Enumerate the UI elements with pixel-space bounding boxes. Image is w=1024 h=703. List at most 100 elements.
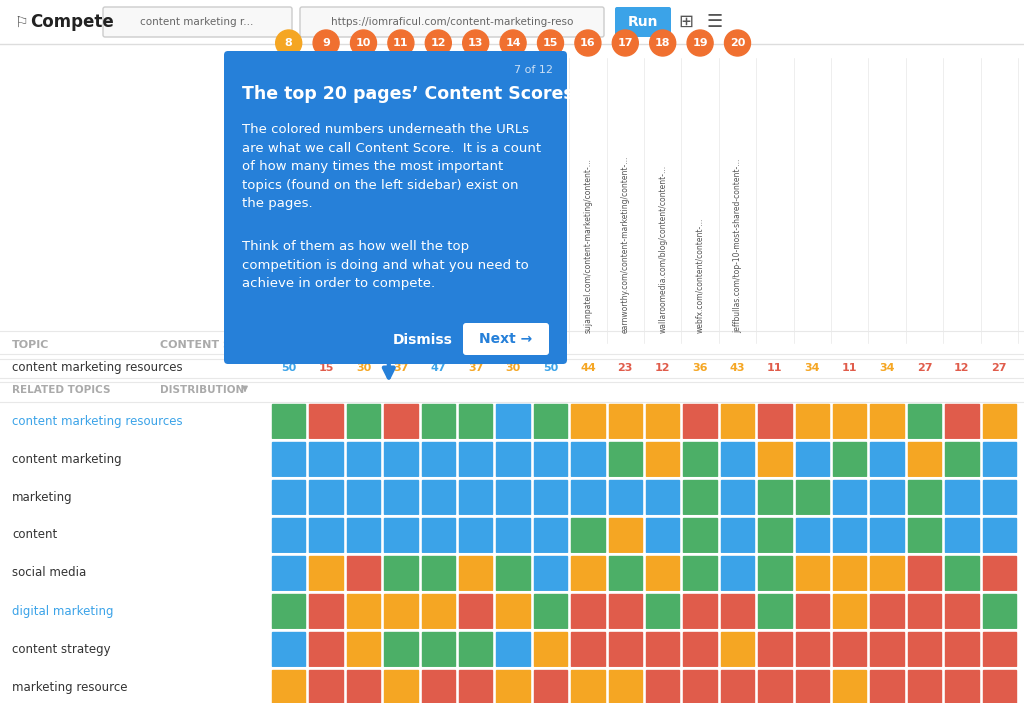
- Bar: [983, 480, 1016, 514]
- Text: TOPIC: TOPIC: [12, 340, 49, 350]
- Bar: [272, 480, 305, 514]
- Text: 44: 44: [580, 363, 596, 373]
- Text: content: content: [12, 529, 57, 541]
- Bar: [347, 670, 380, 703]
- Bar: [608, 404, 642, 438]
- Bar: [758, 518, 792, 552]
- Bar: [945, 442, 979, 476]
- Bar: [384, 442, 418, 476]
- Bar: [908, 442, 941, 476]
- Circle shape: [725, 30, 751, 56]
- Circle shape: [538, 30, 563, 56]
- Bar: [571, 404, 604, 438]
- Bar: [422, 404, 455, 438]
- Bar: [796, 518, 829, 552]
- Bar: [833, 518, 866, 552]
- Bar: [908, 632, 941, 666]
- Bar: [608, 670, 642, 703]
- Circle shape: [687, 30, 713, 56]
- Bar: [422, 594, 455, 628]
- Bar: [272, 518, 305, 552]
- Bar: [571, 480, 604, 514]
- Bar: [983, 632, 1016, 666]
- Text: The colored numbers underneath the URLs
are what we call Content Score.  It is a: The colored numbers underneath the URLs …: [242, 123, 541, 210]
- Circle shape: [313, 30, 339, 56]
- Text: earnworthy.com/content-marketing/content-...: earnworthy.com/content-marketing/content…: [621, 155, 630, 333]
- Bar: [833, 670, 866, 703]
- Bar: [870, 518, 904, 552]
- Bar: [347, 518, 380, 552]
- Bar: [683, 480, 717, 514]
- Bar: [983, 670, 1016, 703]
- Bar: [347, 556, 380, 590]
- Bar: [422, 632, 455, 666]
- Bar: [534, 480, 567, 514]
- Text: 13: 13: [468, 38, 483, 48]
- Bar: [384, 594, 418, 628]
- FancyBboxPatch shape: [463, 323, 549, 355]
- Text: 20: 20: [730, 38, 745, 48]
- Text: 16: 16: [580, 38, 596, 48]
- Bar: [459, 556, 493, 590]
- Text: 37: 37: [393, 363, 409, 373]
- Text: content marketing: content marketing: [12, 453, 122, 465]
- Bar: [646, 632, 679, 666]
- Bar: [796, 556, 829, 590]
- Bar: [870, 556, 904, 590]
- Bar: [758, 556, 792, 590]
- Bar: [870, 442, 904, 476]
- Circle shape: [350, 30, 377, 56]
- Text: DISTRIBUTION: DISTRIBUTION: [160, 385, 245, 395]
- Bar: [833, 594, 866, 628]
- Bar: [272, 594, 305, 628]
- Bar: [908, 518, 941, 552]
- Bar: [646, 670, 679, 703]
- Text: 11: 11: [842, 363, 857, 373]
- Bar: [422, 442, 455, 476]
- Bar: [796, 480, 829, 514]
- Text: 18: 18: [655, 38, 671, 48]
- Bar: [571, 670, 604, 703]
- Bar: [833, 404, 866, 438]
- Circle shape: [574, 30, 601, 56]
- Bar: [272, 442, 305, 476]
- Bar: [272, 404, 305, 438]
- Bar: [796, 442, 829, 476]
- Bar: [309, 556, 343, 590]
- Bar: [384, 480, 418, 514]
- Bar: [683, 442, 717, 476]
- Text: 23: 23: [617, 363, 633, 373]
- Bar: [721, 670, 755, 703]
- Text: ⚐: ⚐: [14, 15, 28, 30]
- Text: marketing resource: marketing resource: [12, 681, 128, 693]
- Bar: [721, 556, 755, 590]
- Text: 30: 30: [356, 363, 371, 373]
- Bar: [870, 594, 904, 628]
- Bar: [497, 556, 529, 590]
- Bar: [796, 670, 829, 703]
- Bar: [534, 556, 567, 590]
- Bar: [945, 518, 979, 552]
- Bar: [945, 632, 979, 666]
- Bar: [908, 594, 941, 628]
- Bar: [309, 518, 343, 552]
- Bar: [459, 404, 493, 438]
- Bar: [945, 480, 979, 514]
- Bar: [833, 556, 866, 590]
- Bar: [571, 442, 604, 476]
- Bar: [608, 556, 642, 590]
- Bar: [870, 632, 904, 666]
- Text: 17: 17: [617, 38, 633, 48]
- Bar: [945, 404, 979, 438]
- Text: 47: 47: [430, 363, 446, 373]
- Bar: [646, 404, 679, 438]
- Bar: [309, 594, 343, 628]
- Bar: [497, 480, 529, 514]
- Text: Run: Run: [628, 15, 658, 29]
- Bar: [683, 594, 717, 628]
- Text: 27: 27: [991, 363, 1007, 373]
- Circle shape: [500, 30, 526, 56]
- Text: ☰: ☰: [707, 13, 723, 31]
- Text: 12: 12: [430, 38, 446, 48]
- FancyBboxPatch shape: [224, 51, 567, 364]
